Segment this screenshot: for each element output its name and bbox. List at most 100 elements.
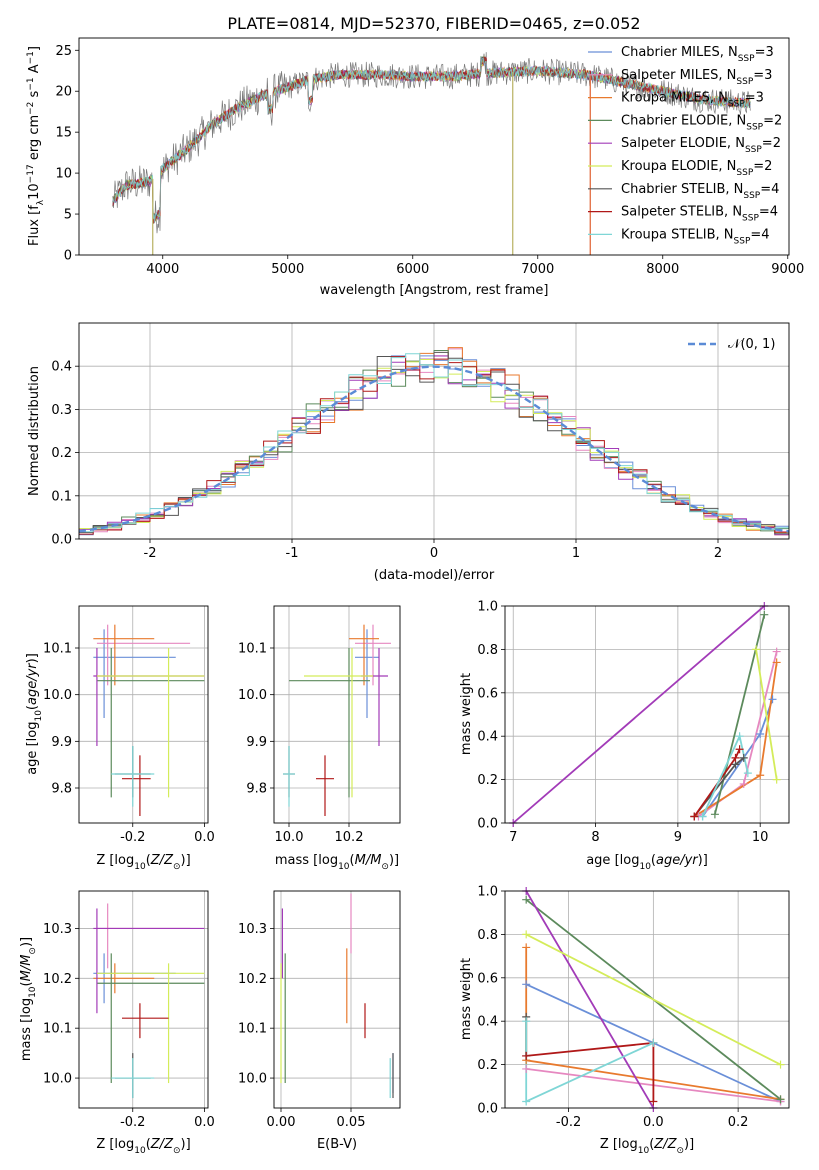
x-axis-label: Z [log10(Z/Z⊙)] xyxy=(96,1137,190,1156)
y-tick-label: 0.0 xyxy=(477,817,498,832)
x-tick-label: 5000 xyxy=(271,262,304,277)
weight-marker-chabrier-miles xyxy=(768,695,777,704)
axes-frame xyxy=(273,890,401,1109)
weight-marker-chabrier-stelib xyxy=(739,753,748,762)
y-tick-label: 0.1 xyxy=(51,489,72,504)
weight-marker-chabrier-elodie xyxy=(760,610,769,619)
y-tick-label: 10.0 xyxy=(238,1072,267,1087)
weight-marker-kroupa-miles xyxy=(756,771,765,780)
y-tick-label: 0 xyxy=(64,249,72,264)
panel-mass-weight-vs-Z: -0.2 0.0 0.2 0.0 0.2 0.4 0.6 0.8 1.0 Z [log10(Z/Z… xyxy=(459,885,790,1156)
x-tick-label: 0.2 xyxy=(728,1115,749,1130)
x-axis-label: age [log10(age/yr)] xyxy=(586,853,708,872)
y-tick-label: 0.6 xyxy=(477,971,498,986)
panel-mass-weight-vs-age: 7 8 9 10 0.0 0.2 0.4 0.6 0.8 1.0 age [log10(age/yr… xyxy=(459,600,790,872)
axes-frame xyxy=(504,605,790,824)
x-axis-label: (data-model)/error xyxy=(374,568,495,583)
x-tick-label: 1 xyxy=(572,546,580,561)
plot-area xyxy=(112,52,751,255)
x-axis-label: E(B-V) xyxy=(317,1137,357,1152)
x-tick-label: 4000 xyxy=(146,262,179,277)
x-axis-label: wavelength [Angstrom, rest frame] xyxy=(320,283,549,298)
weight-marker-salpeter-stelib xyxy=(731,753,740,762)
y-tick-label: 0.4 xyxy=(51,360,72,375)
weight-marker-salpeter-stelib xyxy=(690,812,699,821)
y-tick-label: 10.1 xyxy=(238,642,267,657)
y-axis-label: Normed distribution xyxy=(27,366,42,496)
plot-area xyxy=(93,624,205,816)
plot-area xyxy=(280,893,394,1099)
x-tick-label: 10.2 xyxy=(335,830,364,845)
y-tick-label: 0.2 xyxy=(51,446,72,461)
y-tick-label: 10.3 xyxy=(238,922,267,937)
y-axis-label: mass weight xyxy=(459,673,474,755)
x-tick-label: 0.00 xyxy=(267,1115,296,1130)
weight-marker-kroupa-stelib xyxy=(698,812,707,821)
y-tick-label: 0.8 xyxy=(477,928,498,943)
panel-mass-vs-Z: -0.2 0.0 10.0 10.1 10.2 10.3 Z [log10(Z/Z⊙)] ma… xyxy=(19,890,215,1156)
y-tick-label: 10.2 xyxy=(238,972,267,987)
y-tick-label: 20 xyxy=(55,85,72,100)
axes-frame xyxy=(78,605,209,824)
y-tick-label: 0.2 xyxy=(477,1058,498,1073)
legend-label-kroupa-stelib: Kroupa STELIB, NSSP=4 xyxy=(621,227,770,246)
y-tick-label: 9.8 xyxy=(51,782,72,797)
axes-frame xyxy=(504,890,790,1109)
weight-marker-kroupa-elodie xyxy=(522,930,531,939)
x-tick-label: 0.0 xyxy=(194,1115,215,1130)
y-tick-label: 15 xyxy=(55,126,72,141)
plot-area xyxy=(283,624,391,816)
weight-marker-kroupa-stelib xyxy=(522,1097,531,1106)
legend-label-salpeter-elodie: Salpeter ELODIE, NSSP=2 xyxy=(621,136,781,155)
weight-marker-chabrier-elodie xyxy=(522,895,531,904)
x-tick-label: 0.0 xyxy=(643,1115,664,1130)
plot-area xyxy=(512,606,778,823)
y-tick-label: 10.2 xyxy=(43,972,72,987)
x-tick-label: 8 xyxy=(591,830,599,845)
x-tick-label: -0.2 xyxy=(120,1115,145,1130)
x-tick-label: 9000 xyxy=(771,262,804,277)
weight-line-salpeter-elodie xyxy=(512,606,765,823)
weight-marker-chabrier-elodie xyxy=(710,810,719,819)
y-tick-label: 10 xyxy=(55,167,72,182)
weight-marker-salpeter-stelib xyxy=(735,745,744,754)
panel-mass-vs-EBV: 0.00 0.05 10.0 10.1 10.2 10.3 E(B-V) xyxy=(238,890,401,1152)
histogram-kroupa-stelib xyxy=(79,353,789,533)
y-tick-label: 10.1 xyxy=(43,1022,72,1037)
x-tick-label: -0.2 xyxy=(120,830,145,845)
legend-label-salpeter-miles: Salpeter MILES, NSSP=3 xyxy=(621,68,772,87)
x-tick-label: 10.0 xyxy=(275,830,304,845)
y-tick-label: 0.6 xyxy=(477,686,498,701)
x-tick-label: 6000 xyxy=(396,262,429,277)
y-tick-label: 10.1 xyxy=(238,1022,267,1037)
y-axis-label: age [log10(age/yr)] xyxy=(25,653,44,775)
x-axis-label: Z [log10(Z/Z⊙)] xyxy=(600,1137,694,1156)
weight-marker-salpeter-miles xyxy=(772,647,781,656)
x-tick-label: 2 xyxy=(714,546,722,561)
x-tick-label: -0.2 xyxy=(556,1115,581,1130)
weight-marker-kroupa-stelib xyxy=(743,769,752,778)
weight-marker-chabrier-elodie xyxy=(776,1095,785,1104)
y-tick-label: 5 xyxy=(64,208,72,223)
x-tick-label: 0.0 xyxy=(194,830,215,845)
axes-frame xyxy=(78,890,209,1109)
weight-marker-kroupa-miles xyxy=(522,943,531,952)
weight-marker-chabrier-miles xyxy=(522,980,531,989)
legend-label-kroupa-elodie: Kroupa ELODIE, NSSP=2 xyxy=(621,159,772,178)
gaussian-curve xyxy=(79,365,789,533)
y-tick-label: 0.0 xyxy=(51,533,72,548)
legend-label-salpeter-stelib: Salpeter STELIB, NSSP=4 xyxy=(621,205,778,224)
weight-marker-kroupa-stelib xyxy=(735,732,744,741)
weight-line-kroupa-miles xyxy=(693,662,778,818)
x-tick-label: 10 xyxy=(752,830,769,845)
y-tick-label: 10.3 xyxy=(43,922,72,937)
y-tick-label: 25 xyxy=(55,44,72,59)
weight-marker-kroupa-miles xyxy=(772,658,781,667)
panel-spectrum: 4000 5000 6000 7000 8000 9000 0 5 10 15 20 25 wavele… xyxy=(26,37,804,298)
y-tick-label: 1.0 xyxy=(477,885,498,900)
weight-marker-chabrier-miles xyxy=(756,730,765,739)
plot-area xyxy=(79,347,789,536)
y-tick-label: 1.0 xyxy=(477,600,498,615)
x-tick-label: 7000 xyxy=(521,262,554,277)
